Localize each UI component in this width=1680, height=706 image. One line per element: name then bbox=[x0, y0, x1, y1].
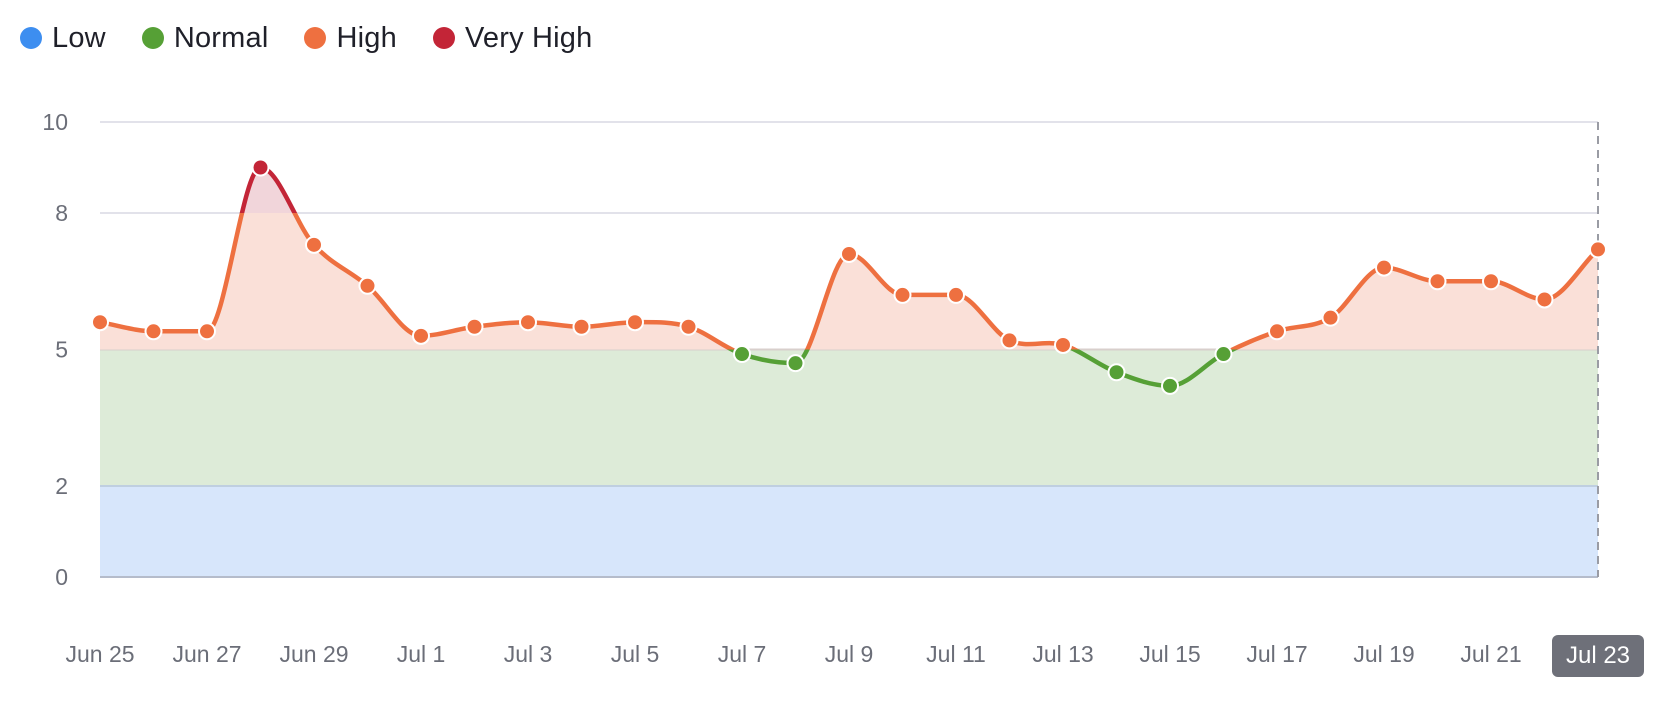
data-point[interactable] bbox=[1375, 258, 1393, 277]
data-point[interactable] bbox=[1428, 272, 1447, 291]
chart-legend: Low Normal High Very High bbox=[20, 20, 628, 56]
data-point[interactable] bbox=[91, 313, 109, 332]
x-tick-label: Jul 13 bbox=[1032, 641, 1093, 667]
data-points[interactable] bbox=[91, 158, 1607, 395]
x-tick-label: Jul 1 bbox=[397, 641, 446, 667]
data-point[interactable] bbox=[1321, 308, 1340, 327]
x-tick-label: Jul 19 bbox=[1353, 641, 1414, 667]
legend-dot-high-icon bbox=[304, 27, 327, 49]
legend-item-low[interactable]: Low bbox=[20, 22, 106, 55]
band-low bbox=[100, 486, 1598, 577]
legend-label-high: High bbox=[336, 21, 397, 54]
x-tick-label: Jul 9 bbox=[825, 641, 874, 667]
data-point[interactable] bbox=[1161, 376, 1179, 395]
legend-item-very-high[interactable]: Very High bbox=[432, 21, 593, 55]
x-tick-label: Jul 11 bbox=[926, 641, 986, 667]
x-tick-label: Jun 29 bbox=[279, 641, 348, 667]
data-point[interactable] bbox=[679, 317, 698, 336]
x-tick-label: Jul 5 bbox=[611, 641, 660, 667]
x-axis: Jun 25 Jun 27 Jun 29 Jul 1 Jul 3 Jul 5 Jul 7 Ju… bbox=[65, 641, 1521, 667]
data-point[interactable] bbox=[412, 326, 430, 345]
band-normal bbox=[100, 349, 1598, 486]
data-point[interactable] bbox=[840, 244, 858, 263]
x-tick-label: Jun 27 bbox=[172, 641, 241, 667]
data-point[interactable] bbox=[893, 285, 912, 304]
legend-item-normal[interactable]: Normal bbox=[141, 21, 269, 55]
data-point[interactable] bbox=[465, 317, 484, 336]
legend-dot-normal-icon bbox=[141, 27, 164, 49]
data-point[interactable] bbox=[1107, 363, 1126, 382]
data-point[interactable] bbox=[1000, 331, 1019, 350]
data-point[interactable] bbox=[358, 276, 377, 295]
value-area bbox=[100, 167, 1598, 350]
hover-date-badge: Jul 23 bbox=[1552, 635, 1644, 677]
x-tick-label: Jun 25 bbox=[65, 641, 134, 667]
grid-lines bbox=[100, 121, 1598, 578]
zone-bands bbox=[100, 348, 1598, 577]
y-tick-label: 10 bbox=[42, 109, 68, 135]
data-point[interactable] bbox=[626, 313, 644, 332]
x-tick-label: Jul 7 bbox=[718, 641, 767, 667]
data-point[interactable] bbox=[572, 317, 591, 336]
data-point[interactable] bbox=[1214, 345, 1233, 364]
legend-label-normal: Normal bbox=[173, 21, 269, 54]
data-point[interactable] bbox=[786, 354, 805, 373]
data-point[interactable] bbox=[1054, 335, 1072, 354]
legend-item-high[interactable]: High bbox=[304, 21, 397, 55]
data-point[interactable] bbox=[251, 158, 270, 177]
data-point[interactable] bbox=[1535, 290, 1554, 309]
data-point[interactable] bbox=[198, 322, 216, 341]
x-tick-label: Jul 3 bbox=[504, 641, 553, 667]
legend-dot-low-icon bbox=[20, 27, 42, 49]
data-point[interactable] bbox=[1589, 240, 1607, 259]
x-tick-label: Jul 17 bbox=[1246, 641, 1307, 667]
legend-label-very-high: Very High bbox=[464, 21, 593, 54]
data-point[interactable] bbox=[305, 235, 323, 254]
legend-dot-very-high-icon bbox=[432, 27, 455, 49]
data-point[interactable] bbox=[947, 285, 965, 304]
y-tick-label: 2 bbox=[55, 473, 68, 499]
data-point[interactable] bbox=[1482, 272, 1500, 291]
y-tick-label: 8 bbox=[55, 200, 68, 226]
x-tick-label: Jul 15 bbox=[1139, 641, 1200, 667]
legend-label-low: Low bbox=[52, 21, 106, 54]
y-axis: 0 2 5 8 10 bbox=[42, 109, 68, 590]
x-tick-label: Jul 21 bbox=[1460, 641, 1521, 667]
y-tick-label: 5 bbox=[55, 337, 68, 363]
data-point[interactable] bbox=[519, 313, 537, 332]
y-tick-label: 0 bbox=[55, 564, 68, 590]
data-point[interactable] bbox=[1268, 322, 1286, 341]
data-point[interactable] bbox=[144, 322, 163, 341]
data-point[interactable] bbox=[733, 345, 751, 364]
